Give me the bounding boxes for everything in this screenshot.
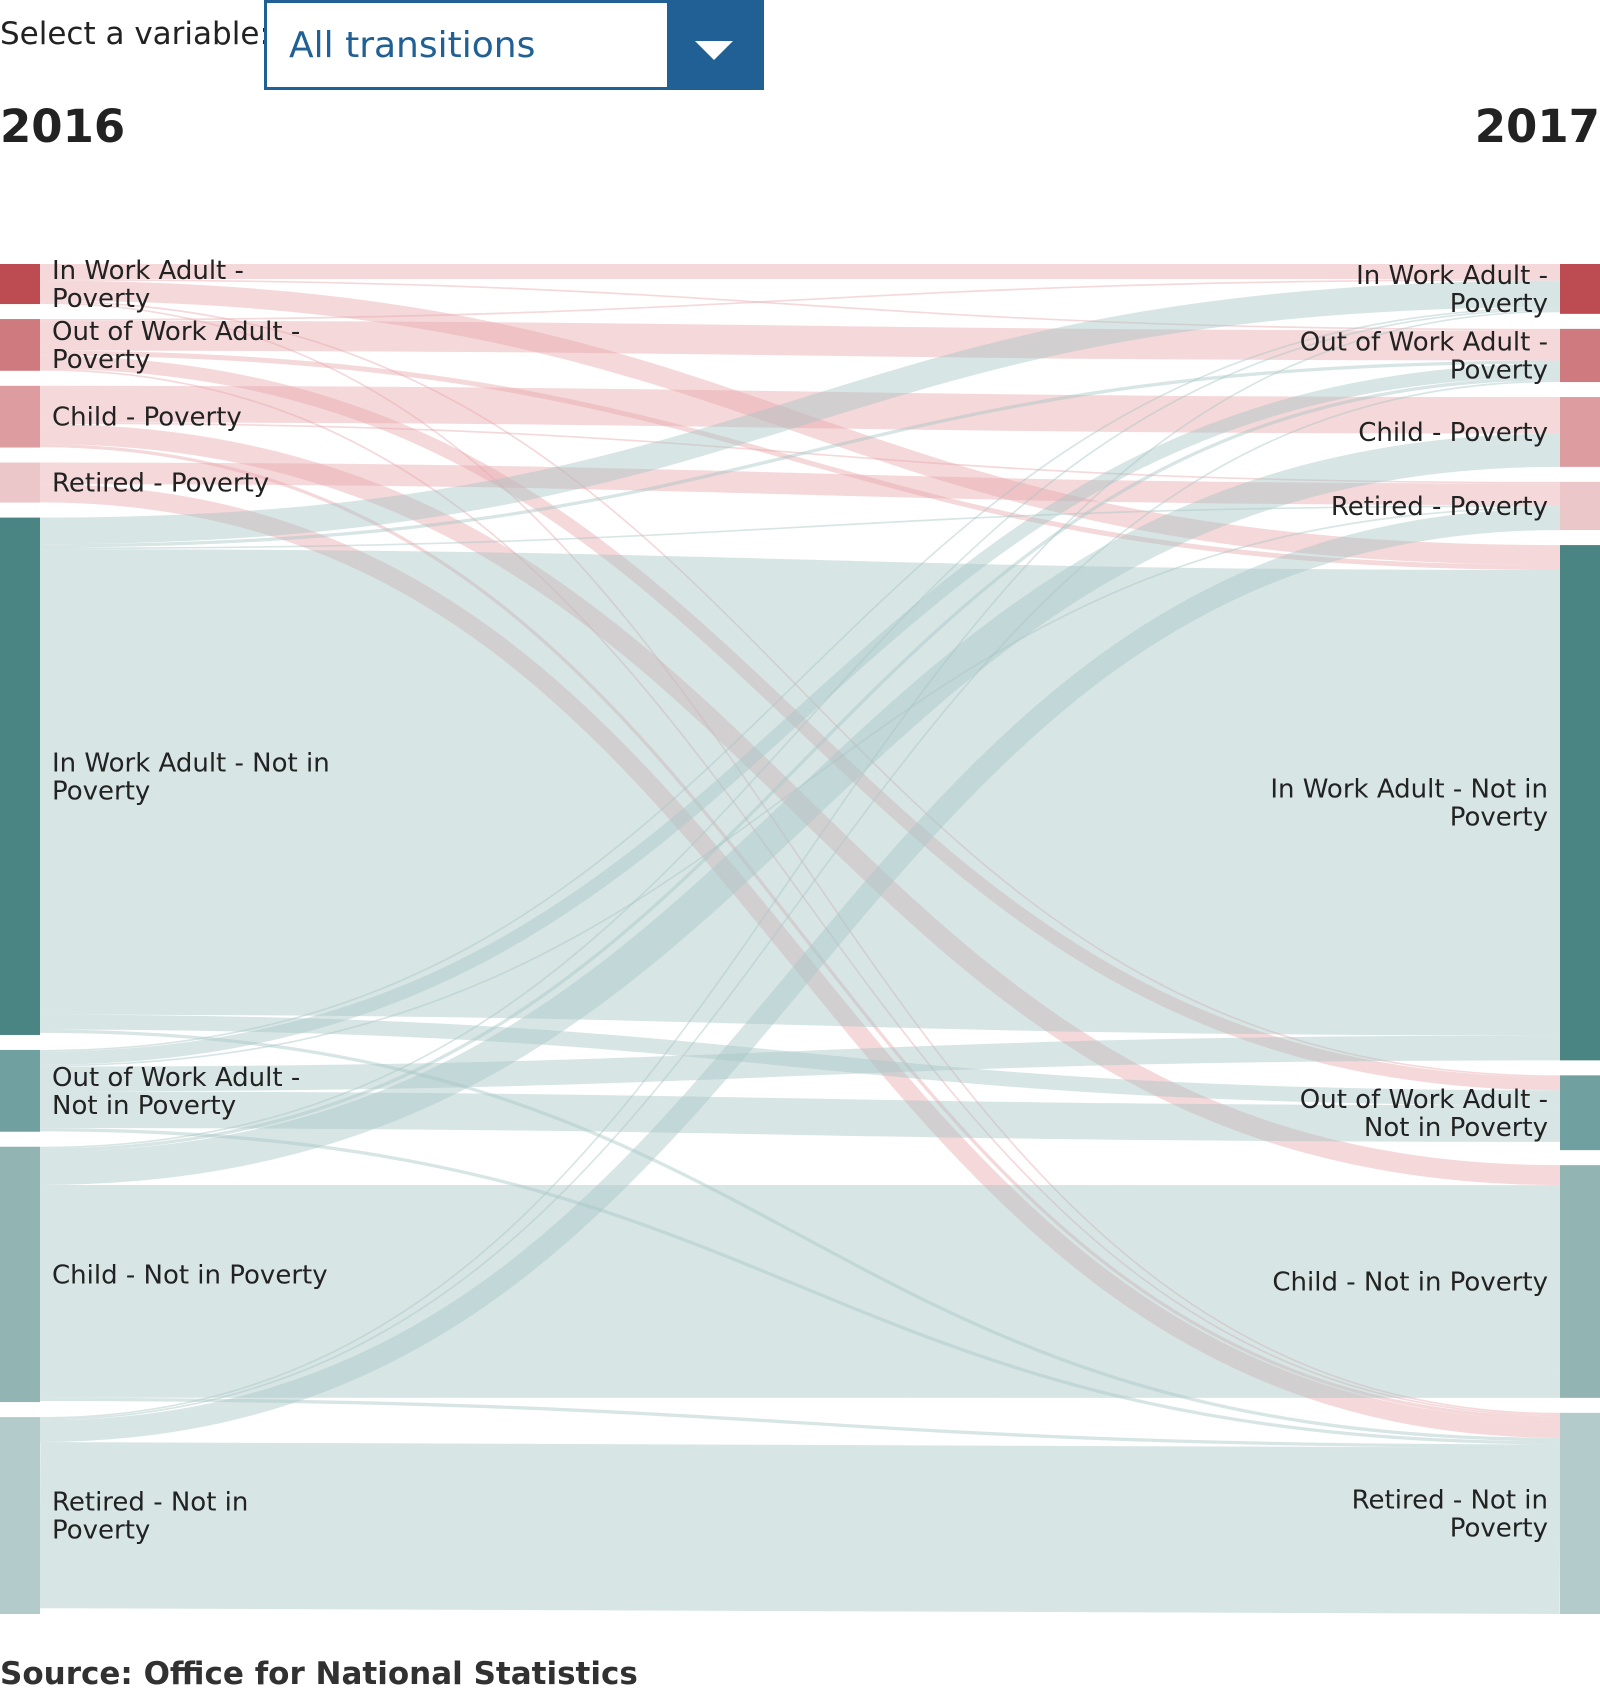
- node-label-left-child-not-poverty: Child - Not in Poverty: [52, 1260, 328, 1290]
- sankey-links: [40, 271, 1560, 1530]
- node-left-out-of-work-not-poverty[interactable]: [0, 1050, 40, 1132]
- flow-retired-not-poverty-to-retired-not-poverty[interactable]: [40, 1525, 1560, 1531]
- node-label-right-child-poverty: Child - Poverty: [1358, 418, 1548, 448]
- node-right-in-work-not-poverty[interactable]: [1560, 545, 1600, 1060]
- node-label-left-child-poverty: Child - Poverty: [52, 403, 242, 433]
- node-left-retired-poverty[interactable]: [0, 463, 40, 503]
- node-label-right-child-not-poverty: Child - Not in Poverty: [1272, 1268, 1548, 1298]
- node-left-child-poverty[interactable]: [0, 386, 40, 448]
- node-right-retired-poverty[interactable]: [1560, 482, 1600, 530]
- node-right-child-poverty[interactable]: [1560, 397, 1600, 467]
- node-right-retired-not-poverty[interactable]: [1560, 1413, 1600, 1614]
- node-right-out-of-work-poverty[interactable]: [1560, 329, 1600, 382]
- node-left-child-not-poverty[interactable]: [0, 1147, 40, 1402]
- node-right-in-work-poverty[interactable]: [1560, 264, 1600, 314]
- node-right-out-of-work-not-poverty[interactable]: [1560, 1075, 1600, 1150]
- node-left-out-of-work-poverty[interactable]: [0, 319, 40, 371]
- node-left-retired-not-poverty[interactable]: [0, 1417, 40, 1614]
- node-left-in-work-poverty[interactable]: [0, 264, 40, 304]
- node-right-child-not-poverty[interactable]: [1560, 1165, 1600, 1398]
- node-label-left-retired-poverty: Retired - Poverty: [52, 469, 269, 499]
- source-note: Source: Office for National Statistics: [0, 1656, 638, 1692]
- node-label-right-retired-poverty: Retired - Poverty: [1331, 492, 1548, 522]
- node-left-in-work-not-poverty[interactable]: [0, 518, 40, 1035]
